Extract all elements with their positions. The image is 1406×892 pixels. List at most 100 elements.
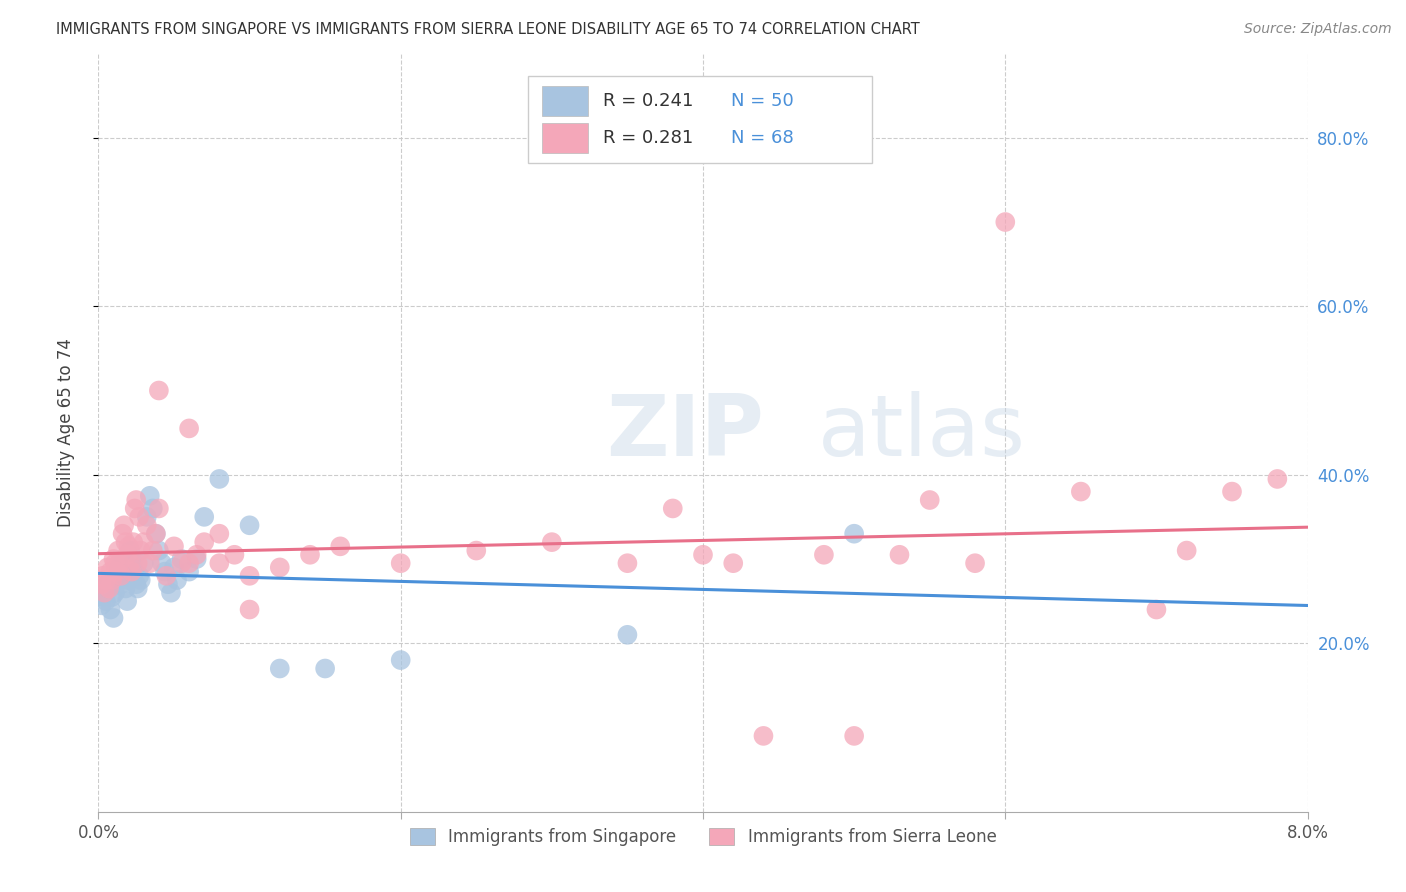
Point	[153, 565, 176, 579]
Point	[135, 509, 157, 524]
Point	[127, 582, 149, 596]
Point	[128, 509, 150, 524]
Point	[965, 556, 987, 570]
Point	[107, 573, 129, 587]
Point	[314, 661, 336, 675]
Point	[239, 518, 262, 533]
Point	[139, 489, 162, 503]
Point	[148, 384, 170, 398]
Point	[114, 582, 136, 596]
Point	[186, 552, 208, 566]
Point	[132, 556, 155, 570]
Point	[122, 556, 145, 570]
Point	[115, 594, 138, 608]
Point	[179, 556, 201, 570]
Point	[1267, 472, 1289, 486]
Point	[616, 628, 638, 642]
Point	[142, 501, 165, 516]
Point	[91, 590, 114, 604]
Point	[145, 526, 167, 541]
Point	[111, 556, 134, 570]
Point	[299, 548, 322, 562]
Point	[166, 573, 188, 587]
Point	[93, 585, 115, 599]
Point	[752, 729, 775, 743]
Point	[103, 611, 125, 625]
Point	[127, 556, 149, 570]
Point	[96, 577, 118, 591]
Point	[269, 560, 291, 574]
Point	[1220, 484, 1243, 499]
Point	[115, 548, 138, 562]
Point	[128, 569, 150, 583]
Point	[163, 539, 186, 553]
Point	[179, 565, 201, 579]
Point	[110, 569, 132, 583]
Point	[101, 573, 124, 587]
Text: IMMIGRANTS FROM SINGAPORE VS IMMIGRANTS FROM SIERRA LEONE DISABILITY AGE 65 TO 7: IMMIGRANTS FROM SINGAPORE VS IMMIGRANTS …	[56, 22, 920, 37]
Point	[100, 565, 122, 579]
Point	[98, 582, 121, 596]
Point	[120, 556, 142, 570]
Text: atlas: atlas	[818, 391, 1026, 475]
Point	[160, 585, 183, 599]
Point	[170, 556, 193, 570]
Point	[723, 556, 745, 570]
Point	[129, 543, 152, 558]
Point	[104, 585, 127, 599]
Point	[540, 535, 562, 549]
Point	[692, 548, 714, 562]
Point	[90, 599, 112, 613]
Point	[918, 493, 941, 508]
Point	[155, 569, 177, 583]
Point	[156, 577, 179, 591]
Point	[994, 215, 1017, 229]
Point	[94, 594, 117, 608]
Point	[112, 518, 135, 533]
Point	[121, 552, 143, 566]
Point	[94, 573, 117, 587]
Text: N = 68: N = 68	[731, 128, 793, 146]
Point	[193, 509, 215, 524]
Point	[108, 556, 131, 570]
Point	[96, 560, 118, 574]
Point	[118, 573, 141, 587]
Point	[93, 585, 115, 599]
Point	[120, 543, 142, 558]
Text: R = 0.241: R = 0.241	[603, 92, 693, 111]
Point	[103, 552, 125, 566]
Point	[1146, 602, 1168, 616]
Point	[889, 548, 911, 562]
Point	[148, 501, 170, 516]
Point	[132, 535, 155, 549]
Point	[170, 552, 193, 566]
Text: Source: ZipAtlas.com: Source: ZipAtlas.com	[1244, 22, 1392, 37]
Point	[105, 565, 128, 579]
Point	[101, 590, 124, 604]
Y-axis label: Disability Age 65 to 74: Disability Age 65 to 74	[56, 338, 75, 527]
Point	[139, 556, 162, 570]
FancyBboxPatch shape	[543, 87, 588, 117]
Text: ZIP: ZIP	[606, 391, 763, 475]
Point	[105, 569, 128, 583]
Point	[269, 661, 291, 675]
Point	[389, 556, 412, 570]
Point	[110, 577, 132, 591]
FancyBboxPatch shape	[527, 77, 872, 163]
Point	[145, 526, 167, 541]
Point	[148, 543, 170, 558]
Point	[208, 526, 231, 541]
Point	[186, 548, 208, 562]
Point	[329, 539, 352, 553]
Legend: Immigrants from Singapore, Immigrants from Sierra Leone: Immigrants from Singapore, Immigrants fr…	[404, 822, 1002, 853]
Point	[844, 729, 866, 743]
FancyBboxPatch shape	[543, 122, 588, 153]
Point	[124, 501, 146, 516]
Point	[112, 565, 135, 579]
Point	[150, 556, 173, 570]
Point	[118, 539, 141, 553]
Point	[224, 548, 246, 562]
Point	[208, 472, 231, 486]
Point	[90, 577, 112, 591]
Point	[91, 569, 114, 583]
